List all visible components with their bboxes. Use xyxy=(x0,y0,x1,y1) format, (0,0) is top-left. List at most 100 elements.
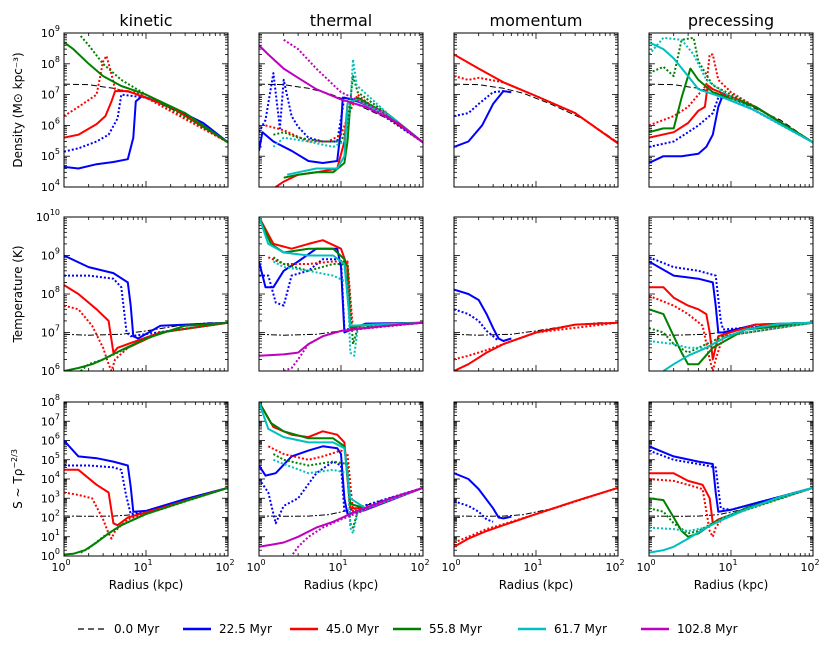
series-line xyxy=(454,321,618,361)
series-line xyxy=(64,321,228,371)
series-line xyxy=(259,217,423,327)
tick-exp: 7 xyxy=(55,412,60,421)
x-tick-label: 100 xyxy=(636,558,655,574)
tick-base: 10 xyxy=(718,561,732,574)
series-line xyxy=(283,38,423,144)
curves xyxy=(454,472,618,548)
tick-exp: 4 xyxy=(55,178,60,187)
tick-exp: 0 xyxy=(65,558,70,567)
x-axis-label: Radius (kpc) xyxy=(304,578,379,592)
series-line xyxy=(259,445,423,516)
panel-temperature-thermal xyxy=(258,216,424,372)
tick-base: 10 xyxy=(246,561,260,574)
x-tick-label: 102 xyxy=(410,558,429,574)
series-line xyxy=(64,254,228,340)
x-tick-label: 101 xyxy=(133,558,152,574)
y-tick-label: 109 xyxy=(41,247,60,263)
series-line xyxy=(649,294,813,371)
legend-label: 0.0 Myr xyxy=(114,622,159,636)
series-line xyxy=(259,487,423,517)
tick-exp: 5 xyxy=(55,147,60,156)
x-tick-label: 100 xyxy=(441,558,460,574)
y-tick-label: 101 xyxy=(41,528,60,544)
tick-exp: 9 xyxy=(55,247,60,256)
y-tick-label: 107 xyxy=(41,412,60,428)
series-line xyxy=(454,90,504,118)
panel-temperature-kinetic xyxy=(63,216,229,372)
panel-s-precessing xyxy=(648,401,814,557)
y-tick-label: 103 xyxy=(41,489,60,505)
series-line xyxy=(64,464,228,516)
curves xyxy=(64,254,228,371)
y-tick-label: 100 xyxy=(41,547,60,563)
tick-exp: 1 xyxy=(537,558,542,567)
tick-exp: 8 xyxy=(55,393,60,402)
tick-exp: 8 xyxy=(55,55,60,64)
x-axis-label: Radius (kpc) xyxy=(109,578,184,592)
panel-frame xyxy=(63,32,229,188)
series-line xyxy=(64,54,228,144)
tick-base: 10 xyxy=(636,561,650,574)
series-line xyxy=(662,321,813,371)
legend-label: 55.8 Myr xyxy=(429,622,482,636)
series-line xyxy=(64,83,228,143)
panel-frame xyxy=(648,32,814,188)
panel-frame xyxy=(258,32,424,188)
series-line xyxy=(454,486,618,548)
y-tick-label: 109 xyxy=(41,24,60,40)
tick-exp: 9 xyxy=(55,24,60,33)
tick-base: 10 xyxy=(41,531,55,544)
x-tick-label: 100 xyxy=(246,558,265,574)
series-line xyxy=(649,486,813,532)
panel-frame xyxy=(648,401,814,557)
tick-base: 10 xyxy=(800,561,814,574)
y-tick-label: 108 xyxy=(41,285,60,301)
tick-exp: 2 xyxy=(55,509,60,518)
y-axis-label: S ~ Tρ−2/3 xyxy=(10,449,25,509)
series-line xyxy=(454,90,512,148)
y-tick-label: 106 xyxy=(41,432,60,448)
series-line xyxy=(259,258,423,331)
tick-exp: 0 xyxy=(650,558,655,567)
tick-base: 10 xyxy=(36,211,50,224)
panel-density-kinetic xyxy=(63,32,229,188)
tick-base: 10 xyxy=(41,89,55,102)
x-tick-label: 102 xyxy=(605,558,624,574)
legend: 0.0 Myr 22.5 Myr 45.0 Myr 55.8 Myr 61.7 Myr 1… xyxy=(78,622,738,636)
panel-s-kinetic xyxy=(63,401,229,557)
tick-exp: 6 xyxy=(55,362,60,371)
tick-base: 10 xyxy=(41,435,55,448)
tick-exp: 8 xyxy=(55,285,60,294)
series-line xyxy=(454,75,618,145)
tick-base: 10 xyxy=(605,561,619,574)
series-line xyxy=(64,284,228,354)
tick-exp: 2 xyxy=(424,558,429,567)
tick-base: 10 xyxy=(441,561,455,574)
tick-base: 10 xyxy=(41,396,55,409)
tick-base: 10 xyxy=(41,550,55,563)
series-line xyxy=(454,83,618,143)
y-axis-label-sup: −2/3 xyxy=(10,449,19,469)
series-line xyxy=(272,260,423,357)
series-line xyxy=(649,67,813,144)
series-line xyxy=(79,35,228,144)
curves xyxy=(259,402,423,556)
tick-exp: 7 xyxy=(55,86,60,95)
series-line xyxy=(649,486,813,554)
tick-base: 10 xyxy=(41,512,55,525)
legend-label: 45.0 Myr xyxy=(326,622,379,636)
y-tick-label: 108 xyxy=(41,55,60,71)
series-line xyxy=(259,72,423,144)
series-line xyxy=(649,36,813,144)
tick-base: 10 xyxy=(41,327,55,340)
x-tick-label: 101 xyxy=(328,558,347,574)
series-line xyxy=(64,439,228,513)
series-line xyxy=(649,321,813,354)
series-line xyxy=(259,486,423,548)
panel-density-precessing xyxy=(648,32,814,188)
series-line xyxy=(649,321,813,349)
y-tick-label: 107 xyxy=(41,86,60,102)
tick-base: 10 xyxy=(41,288,55,301)
series-line xyxy=(289,486,423,556)
legend-label: 22.5 Myr xyxy=(219,622,272,636)
